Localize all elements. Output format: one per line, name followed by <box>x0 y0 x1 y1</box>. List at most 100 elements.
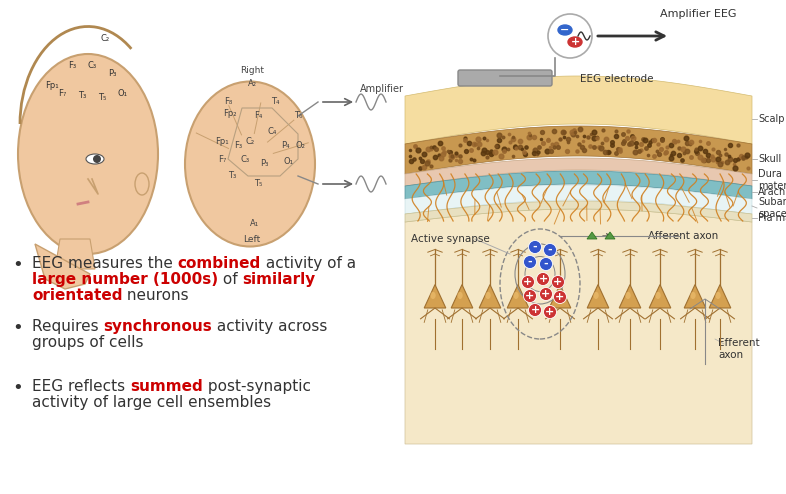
Text: synchronous: synchronous <box>104 319 212 334</box>
Text: T₆: T₆ <box>294 112 302 121</box>
Text: Dura
mater: Dura mater <box>758 169 786 191</box>
Ellipse shape <box>430 292 435 299</box>
Text: C₄: C₄ <box>267 127 277 136</box>
Text: T₃: T₃ <box>78 91 86 100</box>
Text: Fp₁: Fp₁ <box>215 137 229 147</box>
Polygon shape <box>405 158 752 186</box>
Text: F₈: F₈ <box>224 97 232 107</box>
Polygon shape <box>405 185 752 214</box>
Text: combined: combined <box>178 256 261 271</box>
Text: O₁: O₁ <box>283 158 293 166</box>
Ellipse shape <box>555 292 560 299</box>
Text: −: − <box>560 25 570 35</box>
Text: groups of cells: groups of cells <box>32 335 144 350</box>
Polygon shape <box>684 285 706 308</box>
Text: post-synaptic: post-synaptic <box>203 379 310 394</box>
Text: activity across: activity across <box>212 319 328 334</box>
Text: +: + <box>571 37 579 47</box>
Circle shape <box>528 303 542 317</box>
Text: C₃: C₃ <box>87 61 97 71</box>
Polygon shape <box>405 209 752 444</box>
Polygon shape <box>709 285 731 308</box>
Text: +: + <box>556 292 564 302</box>
Ellipse shape <box>135 173 149 195</box>
Text: P₃: P₃ <box>108 70 116 79</box>
Polygon shape <box>405 126 752 174</box>
Text: activity of large cell ensembles: activity of large cell ensembles <box>32 395 271 410</box>
Text: +: + <box>553 277 563 287</box>
Text: O₁: O₁ <box>117 89 127 98</box>
Text: similarly: similarly <box>243 272 316 287</box>
Ellipse shape <box>485 292 490 299</box>
Text: +: + <box>525 291 534 301</box>
Ellipse shape <box>558 25 572 35</box>
Text: Scalp: Scalp <box>758 114 784 124</box>
Text: Fp₁: Fp₁ <box>45 82 59 90</box>
Text: orientated: orientated <box>32 288 123 303</box>
Text: T₄: T₄ <box>270 97 279 107</box>
Text: P₃: P₃ <box>260 160 268 168</box>
Text: C₂: C₂ <box>101 35 109 43</box>
Text: O₂: O₂ <box>295 141 305 151</box>
Circle shape <box>543 244 556 256</box>
Text: Skull: Skull <box>758 154 781 164</box>
Text: large number (1000s): large number (1000s) <box>32 272 219 287</box>
Text: •: • <box>13 319 24 337</box>
Text: -: - <box>544 259 549 269</box>
Circle shape <box>537 273 549 286</box>
Text: F₃: F₃ <box>68 61 76 71</box>
Text: Afferent axon: Afferent axon <box>648 231 718 241</box>
Polygon shape <box>424 285 446 308</box>
Circle shape <box>548 14 592 58</box>
Ellipse shape <box>656 292 661 299</box>
Text: +: + <box>531 305 540 315</box>
Text: C₃: C₃ <box>241 155 250 164</box>
Text: neurons: neurons <box>123 288 189 303</box>
Circle shape <box>539 257 553 271</box>
Polygon shape <box>507 285 529 308</box>
Polygon shape <box>619 285 641 308</box>
Text: T₅: T₅ <box>254 179 263 189</box>
Circle shape <box>523 289 537 302</box>
Text: T₃: T₃ <box>228 171 236 180</box>
Text: EEG measures the: EEG measures the <box>32 256 178 271</box>
Text: T₅: T₅ <box>97 93 106 102</box>
Text: Amplifier EEG: Amplifier EEG <box>660 9 736 19</box>
Text: -: - <box>548 245 553 255</box>
Text: +: + <box>538 274 548 284</box>
Text: +: + <box>545 307 555 317</box>
Text: Right: Right <box>240 67 264 76</box>
Ellipse shape <box>86 154 104 164</box>
Circle shape <box>552 276 564 288</box>
Polygon shape <box>405 171 752 199</box>
Text: P₄: P₄ <box>281 141 289 151</box>
Ellipse shape <box>690 292 696 299</box>
Text: of: of <box>219 272 243 287</box>
Text: C₂: C₂ <box>245 137 255 147</box>
Polygon shape <box>451 285 473 308</box>
Polygon shape <box>405 201 752 222</box>
Circle shape <box>539 288 553 300</box>
Ellipse shape <box>185 82 315 247</box>
Text: •: • <box>13 379 24 397</box>
Text: Left: Left <box>244 235 261 244</box>
Circle shape <box>521 276 534 288</box>
Ellipse shape <box>513 292 519 299</box>
Circle shape <box>553 290 567 303</box>
Text: EEG reflects: EEG reflects <box>32 379 130 394</box>
Ellipse shape <box>18 54 158 254</box>
Polygon shape <box>405 76 752 144</box>
Polygon shape <box>587 285 609 308</box>
Ellipse shape <box>715 292 721 299</box>
Text: summed: summed <box>130 379 203 394</box>
Ellipse shape <box>457 292 463 299</box>
Text: Arachnoid: Arachnoid <box>758 187 786 197</box>
Circle shape <box>523 255 537 269</box>
Ellipse shape <box>568 37 582 47</box>
Text: +: + <box>523 277 533 287</box>
Ellipse shape <box>626 292 630 299</box>
Text: Subarachnoid
space: Subarachnoid space <box>758 197 786 219</box>
Text: F₇: F₇ <box>58 89 66 98</box>
Text: Amplifier: Amplifier <box>360 84 404 94</box>
Polygon shape <box>479 285 501 308</box>
